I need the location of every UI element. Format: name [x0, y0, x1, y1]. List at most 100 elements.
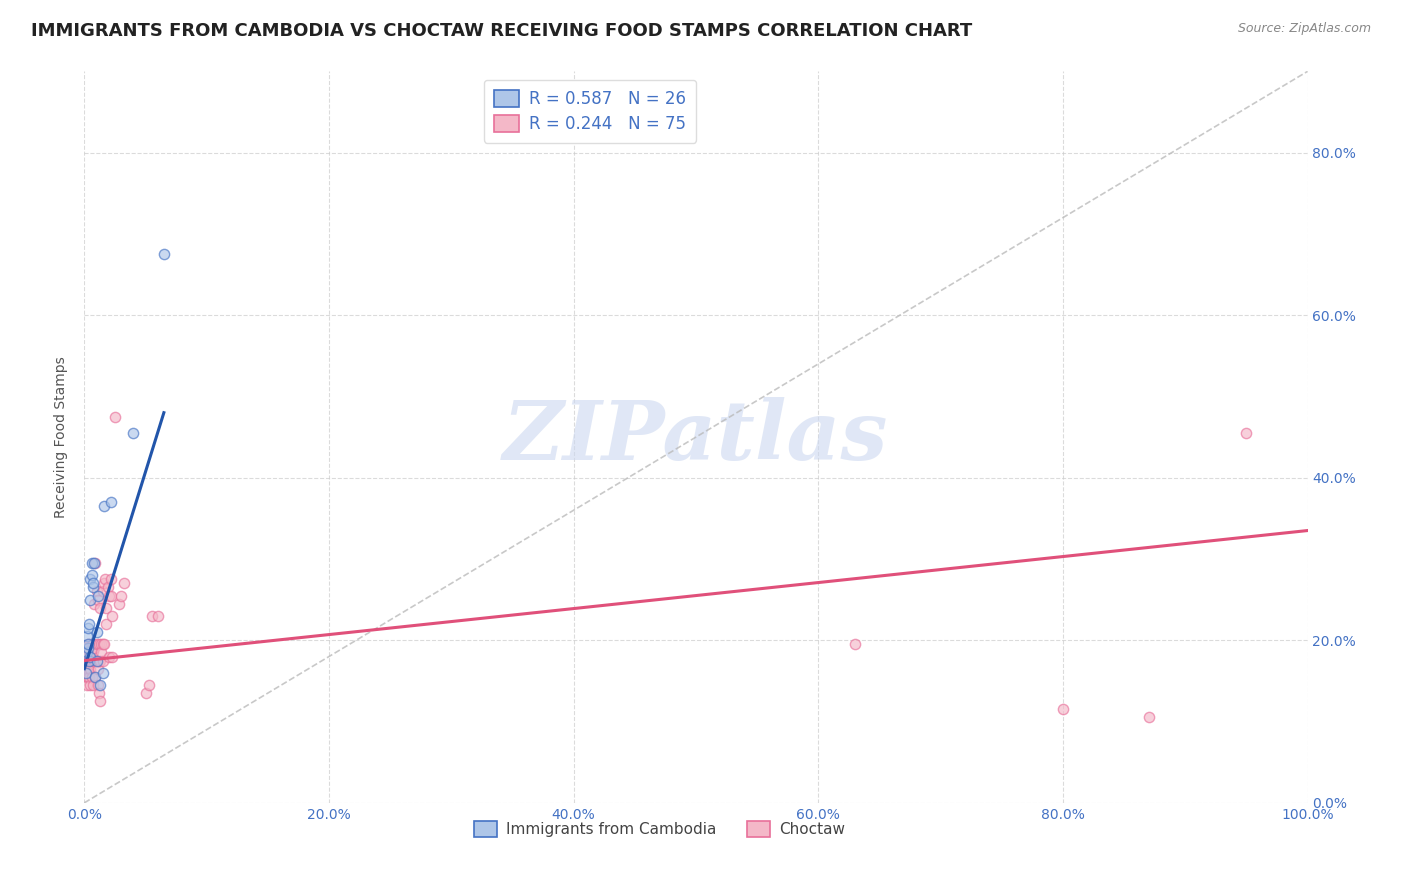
- Point: [80, 641, 103, 656]
- Point: [76, 657, 98, 672]
- Point: [86, 637, 108, 651]
- Point: [82, 581, 104, 595]
- Point: [96, 600, 118, 615]
- Point: [77, 645, 100, 659]
- Point: [79, 572, 101, 586]
- Point: [77, 654, 100, 668]
- Point: [79, 662, 101, 676]
- Point: [89, 694, 111, 708]
- Point: [86, 654, 108, 668]
- Point: [87, 654, 110, 668]
- Point: [84, 654, 107, 668]
- Point: [146, 608, 169, 623]
- Point: [76, 665, 98, 680]
- Point: [83, 597, 105, 611]
- Point: [82, 678, 104, 692]
- Y-axis label: Receiving Food Stamps: Receiving Food Stamps: [55, 356, 69, 518]
- Point: [86, 654, 108, 668]
- Point: [100, 572, 122, 586]
- Point: [100, 589, 122, 603]
- Point: [107, 597, 129, 611]
- Point: [844, 637, 866, 651]
- Point: [79, 637, 101, 651]
- Point: [89, 600, 111, 615]
- Point: [77, 654, 100, 668]
- Point: [75, 670, 97, 684]
- Point: [138, 678, 160, 692]
- Point: [97, 581, 120, 595]
- Point: [76, 654, 98, 668]
- Point: [77, 617, 100, 632]
- Point: [87, 678, 110, 692]
- Point: [75, 665, 97, 680]
- Point: [77, 670, 100, 684]
- Point: [110, 589, 132, 603]
- Point: [97, 649, 120, 664]
- Point: [93, 637, 115, 651]
- Point: [101, 649, 124, 664]
- Point: [1052, 702, 1074, 716]
- Point: [80, 556, 103, 570]
- Point: [76, 629, 98, 643]
- Point: [89, 654, 111, 668]
- Point: [77, 637, 100, 651]
- Point: [77, 662, 100, 676]
- Point: [79, 645, 101, 659]
- Point: [90, 645, 112, 659]
- Point: [91, 637, 114, 651]
- Legend: Immigrants from Cambodia, Choctaw: Immigrants from Cambodia, Choctaw: [464, 812, 853, 847]
- Point: [87, 662, 110, 676]
- Point: [79, 649, 101, 664]
- Point: [75, 662, 97, 676]
- Point: [89, 678, 111, 692]
- Point: [112, 576, 135, 591]
- Point: [79, 649, 101, 664]
- Point: [77, 670, 100, 684]
- Point: [80, 568, 103, 582]
- Point: [87, 589, 110, 603]
- Point: [87, 637, 110, 651]
- Text: ZIPatlas: ZIPatlas: [503, 397, 889, 477]
- Point: [80, 670, 103, 684]
- Point: [77, 621, 100, 635]
- Point: [82, 576, 104, 591]
- Point: [87, 686, 110, 700]
- Point: [91, 654, 114, 668]
- Point: [91, 584, 114, 599]
- Point: [76, 670, 98, 684]
- Point: [82, 645, 104, 659]
- Point: [84, 556, 107, 570]
- Point: [83, 641, 105, 656]
- Point: [86, 625, 108, 640]
- Point: [153, 247, 176, 261]
- Point: [82, 654, 104, 668]
- Point: [90, 637, 112, 651]
- Point: [97, 589, 120, 603]
- Point: [101, 608, 124, 623]
- Point: [84, 670, 107, 684]
- Point: [93, 576, 115, 591]
- Point: [79, 678, 101, 692]
- Point: [122, 425, 145, 440]
- Text: Source: ZipAtlas.com: Source: ZipAtlas.com: [1237, 22, 1371, 36]
- Point: [93, 499, 115, 513]
- Point: [77, 665, 100, 680]
- Point: [100, 495, 122, 509]
- Point: [77, 637, 100, 651]
- Point: [94, 572, 117, 586]
- Point: [79, 592, 101, 607]
- Point: [86, 584, 108, 599]
- Point: [1137, 710, 1160, 724]
- Point: [80, 637, 103, 651]
- Point: [77, 641, 100, 656]
- Point: [96, 617, 118, 632]
- Point: [83, 654, 105, 668]
- Point: [82, 637, 104, 651]
- Point: [1236, 425, 1258, 440]
- Point: [141, 608, 163, 623]
- Point: [83, 556, 105, 570]
- Point: [104, 409, 127, 424]
- Point: [91, 665, 114, 680]
- Point: [77, 641, 100, 656]
- Point: [76, 678, 98, 692]
